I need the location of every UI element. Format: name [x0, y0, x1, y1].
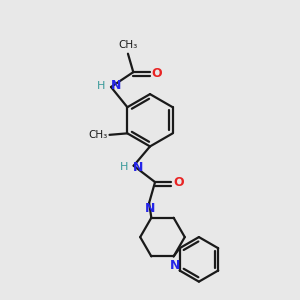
- Text: H: H: [97, 80, 106, 91]
- Text: N: N: [133, 161, 143, 174]
- Text: N: N: [170, 259, 180, 272]
- Text: O: O: [173, 176, 184, 190]
- Text: O: O: [152, 67, 162, 80]
- Text: N: N: [145, 202, 155, 215]
- Text: H: H: [120, 162, 128, 172]
- Text: N: N: [110, 79, 121, 92]
- Text: CH₃: CH₃: [118, 40, 138, 50]
- Text: CH₃: CH₃: [88, 130, 107, 140]
